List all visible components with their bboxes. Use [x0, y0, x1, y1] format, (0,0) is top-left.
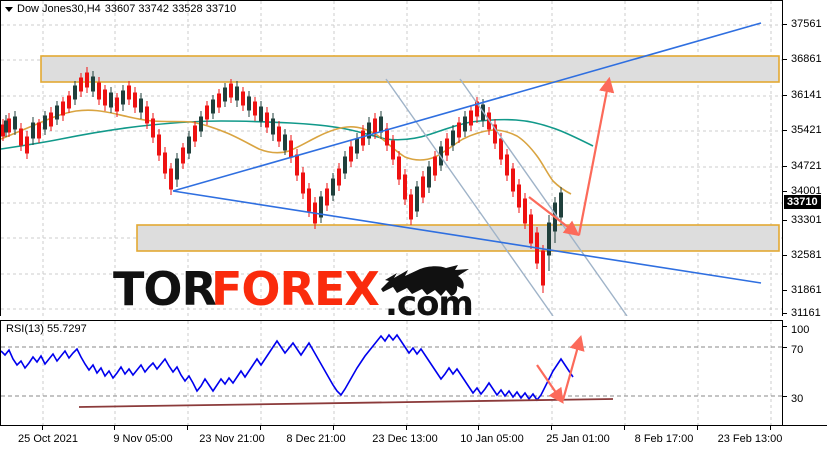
rsi-line: [1, 333, 574, 402]
time-tick: [770, 426, 771, 430]
ma-fast-line: [1, 109, 572, 195]
candlestick-series: [1, 67, 563, 293]
time-tick: [697, 426, 698, 430]
rsi-grid: [42, 321, 772, 425]
blue-trendlines: [172, 22, 762, 284]
price-tick: [783, 59, 787, 60]
rsi-trendline: [78, 398, 614, 408]
rsi-axis-label: 70: [791, 344, 804, 356]
price-axis-label: 35421: [791, 124, 822, 136]
rsi-axis-label: 30: [791, 393, 804, 405]
price-axis[interactable]: 37561 36861 36141 35421 34721 34001 3371…: [782, 0, 827, 319]
price-tick: [783, 191, 787, 192]
price-chart-svg: [1, 1, 782, 316]
time-axis-label: 10 Jan 05:00: [460, 433, 524, 445]
support-zone: [136, 224, 780, 252]
price-axis-label: 31161: [791, 307, 821, 319]
time-tick: [42, 426, 43, 430]
time-tick: [624, 426, 625, 430]
price-axis-label: 31861: [791, 284, 822, 296]
ma-slow-line: [1, 118, 594, 150]
time-axis[interactable]: 25 Oct 2021 9 Nov 05:00 23 Nov 21:00 8 D…: [0, 425, 827, 455]
forecast-arrows: [528, 76, 615, 237]
symbol-info-bar: Dow Jones30,H4 33607 33742 33528 33710: [5, 2, 236, 16]
price-tick: [783, 220, 787, 221]
symbol-name: Dow Jones30,H4: [17, 3, 101, 15]
current-price-label: 33710: [784, 195, 821, 209]
time-axis-label: 23 Feb 13:00: [717, 433, 783, 445]
rsi-indicator-label: RSI(13) 55.7297: [6, 323, 87, 335]
time-axis-label: 25 Jan 01:00: [546, 433, 610, 445]
descending-channel: [385, 78, 628, 316]
time-axis-label: 8 Dec 21:00: [286, 433, 346, 445]
price-tick: [783, 24, 787, 25]
time-tick: [333, 426, 334, 430]
price-axis-label: 36861: [791, 53, 822, 65]
time-tick: [114, 426, 115, 430]
time-tick: [260, 426, 261, 430]
symbol-ohlc: 33607 33742 33528 33710: [104, 3, 237, 15]
price-tick: [783, 130, 787, 131]
price-axis-label: 37561: [791, 18, 822, 30]
time-tick: [187, 426, 188, 430]
rsi-tick: [783, 347, 787, 348]
time-tick: [406, 426, 407, 430]
price-axis-label: 33301: [791, 214, 822, 226]
time-axis-label: 23 Dec 13:00: [372, 433, 438, 445]
time-axis-label: 23 Nov 21:00: [199, 433, 265, 445]
price-axis-label: 34721: [791, 160, 822, 172]
triangle-down-icon[interactable]: [5, 6, 13, 12]
rsi-tick: [783, 396, 787, 397]
price-axis-label: 34001: [791, 185, 822, 197]
price-tick: [783, 95, 787, 96]
rsi-tick: [783, 326, 787, 327]
price-tick: [783, 166, 787, 167]
time-axis-label: 25 Oct 2021: [18, 433, 78, 445]
rsi-axis[interactable]: 100 70 30: [782, 320, 827, 425]
rsi-axis-label: 100: [791, 324, 810, 336]
price-axis-label: 36141: [791, 89, 822, 101]
time-axis-label: 9 Nov 05:00: [113, 433, 173, 445]
price-tick: [783, 313, 787, 314]
time-tick: [478, 426, 479, 430]
resistance-zone: [40, 55, 780, 83]
time-tick: [551, 426, 552, 430]
price-tick: [783, 255, 787, 256]
price-tick: [783, 290, 787, 291]
rsi-chart-svg: [1, 321, 782, 425]
time-axis-label: 8 Feb 17:00: [634, 433, 694, 445]
price-chart-panel[interactable]: Dow Jones30,H4 33607 33742 33528 33710 T…: [0, 0, 782, 317]
rsi-forecast-arrows: [536, 334, 585, 404]
rsi-panel[interactable]: RSI(13) 55.7297: [0, 320, 782, 425]
price-axis-label: 32581: [791, 249, 822, 261]
